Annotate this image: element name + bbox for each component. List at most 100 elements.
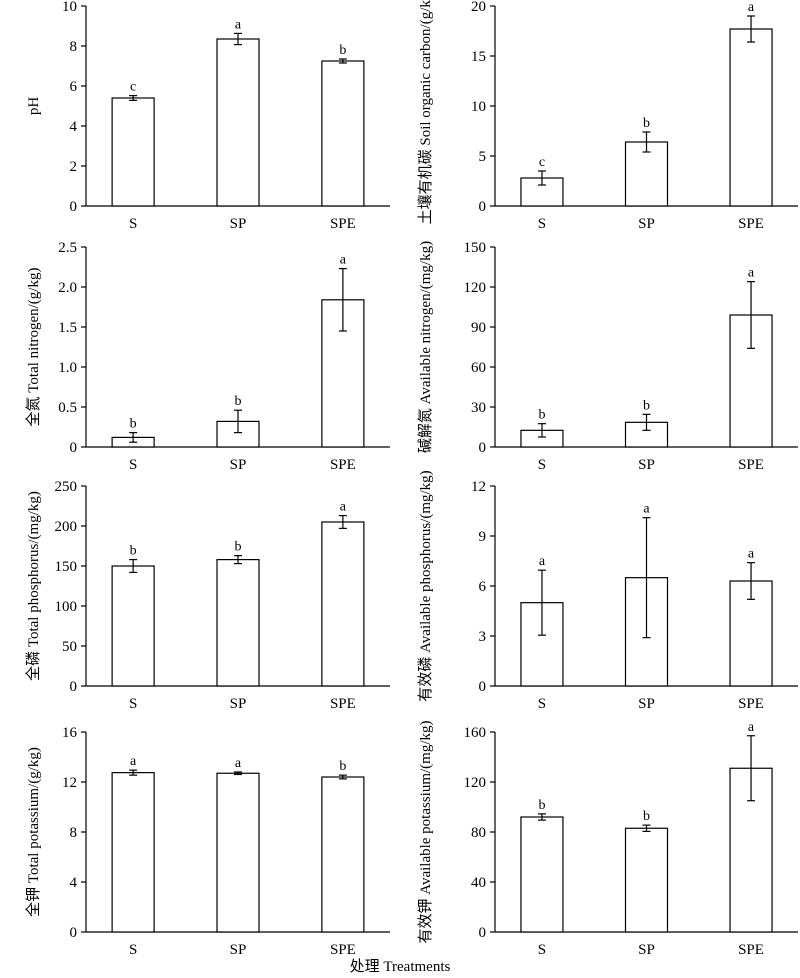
y-axis-title: pH bbox=[26, 97, 42, 116]
y-tick-label: 10 bbox=[62, 0, 77, 15]
category-label: SPE bbox=[738, 216, 764, 232]
category-label: S bbox=[538, 216, 546, 232]
category-label: S bbox=[129, 457, 137, 473]
chart-panel-3: 0 0.5 1.0 1.5 2.0 2.5 b Sb SP a SPE 全氮 Total nitrog… bbox=[24, 240, 390, 473]
y-tick-label: 15 bbox=[471, 49, 486, 65]
y-tick-label: 5 bbox=[479, 149, 487, 165]
bar-SPE bbox=[321, 521, 365, 687]
bar-S bbox=[111, 772, 155, 933]
y-tick-label: 8 bbox=[70, 39, 78, 55]
y-tick-label: 6 bbox=[70, 79, 78, 95]
chart-panel-4: 0 30 60 90 120 150 b Sb SP a SPE 碱解氮 Available nitr… bbox=[417, 240, 798, 473]
y-tick-label: 0 bbox=[70, 199, 78, 215]
bar-S bbox=[520, 816, 564, 933]
bar-SP bbox=[624, 141, 669, 207]
y-tick-label: 4 bbox=[70, 119, 78, 135]
category-label: SPE bbox=[738, 696, 764, 712]
bar-S bbox=[111, 97, 155, 207]
category-label: S bbox=[538, 942, 546, 958]
y-tick-label: 120 bbox=[464, 775, 487, 791]
y-tick-label: 100 bbox=[55, 599, 78, 615]
y-tick-label: 9 bbox=[479, 529, 487, 545]
y-axis-title: 有效钾 Available potassium/(mg/kg) bbox=[417, 720, 434, 943]
y-tick-label: 80 bbox=[471, 825, 486, 841]
significance-label: b bbox=[538, 798, 545, 813]
bar-SPE bbox=[729, 28, 773, 207]
category-label: SP bbox=[230, 696, 247, 712]
y-tick-label: 90 bbox=[471, 320, 486, 336]
category-label: SP bbox=[638, 457, 655, 473]
bar-SPE bbox=[321, 60, 365, 207]
y-tick-label: 8 bbox=[70, 825, 78, 841]
y-tick-label: 4 bbox=[70, 875, 78, 891]
y-tick-label: 20 bbox=[471, 0, 486, 15]
category-label: SP bbox=[638, 942, 655, 958]
significance-label: a bbox=[235, 17, 242, 32]
chart-panel-6: 0 3 6 9 12 a Sa SP a SPE 有效磷 Available phosphorus/… bbox=[417, 470, 798, 712]
category-label: SP bbox=[230, 457, 247, 473]
significance-label: c bbox=[130, 80, 136, 95]
significance-label: a bbox=[748, 547, 755, 562]
significance-label: b bbox=[538, 408, 545, 423]
y-tick-label: 200 bbox=[55, 519, 78, 535]
y-axis-title: 全钾 Total potassium/(g/kg) bbox=[24, 747, 42, 917]
y-tick-label: 250 bbox=[55, 479, 78, 495]
y-tick-label: 3 bbox=[479, 629, 487, 645]
y-tick-label: 12 bbox=[471, 479, 486, 495]
significance-label: a bbox=[235, 756, 242, 771]
y-tick-label: 16 bbox=[62, 725, 78, 741]
y-axis-title: 土壤有机碳 Soil organic carbon/(g/kg) bbox=[416, 0, 434, 224]
significance-label: b bbox=[339, 759, 346, 774]
category-label: SP bbox=[230, 942, 247, 958]
y-tick-label: 150 bbox=[464, 240, 487, 256]
chart-panel-2: 0 5 10 15 20 c Sb SP a SPE 土壤有机碳 Soil organic carb… bbox=[416, 0, 798, 232]
y-tick-label: 6 bbox=[479, 579, 487, 595]
significance-label: b bbox=[130, 544, 137, 559]
y-tick-label: 0 bbox=[479, 199, 487, 215]
bar-SP bbox=[216, 38, 260, 207]
y-tick-label: 12 bbox=[62, 775, 77, 791]
category-label: S bbox=[129, 696, 137, 712]
category-label: SPE bbox=[330, 216, 356, 232]
chart-panel-5: 0 50 100 150 200 250 b Sb SP a SPE 全磷 Total phospho… bbox=[24, 479, 390, 712]
x-axis-title: 处理 Treatments bbox=[349, 959, 451, 975]
significance-label: b bbox=[643, 809, 650, 824]
category-label: SP bbox=[638, 696, 655, 712]
y-tick-label: 160 bbox=[464, 725, 487, 741]
y-tick-label: 1.5 bbox=[58, 320, 77, 336]
category-label: SPE bbox=[330, 696, 356, 712]
significance-label: a bbox=[340, 253, 347, 268]
y-tick-label: 30 bbox=[471, 400, 486, 416]
significance-label: a bbox=[643, 502, 650, 517]
significance-label: b bbox=[643, 398, 650, 413]
y-tick-label: 150 bbox=[55, 559, 78, 575]
category-label: S bbox=[538, 696, 546, 712]
category-label: SPE bbox=[330, 942, 356, 958]
bar-S bbox=[111, 565, 155, 687]
y-tick-label: 2.5 bbox=[58, 240, 77, 256]
significance-label: a bbox=[340, 500, 347, 515]
category-label: SP bbox=[638, 216, 655, 232]
significance-label: c bbox=[539, 155, 545, 170]
category-label: SPE bbox=[330, 457, 356, 473]
y-tick-label: 0 bbox=[70, 679, 78, 695]
significance-label: b bbox=[339, 43, 346, 58]
bar-SP bbox=[216, 558, 260, 687]
y-tick-label: 0.5 bbox=[58, 400, 77, 416]
y-tick-label: 0 bbox=[70, 440, 78, 456]
significance-label: a bbox=[748, 266, 755, 281]
category-label: S bbox=[129, 216, 137, 232]
significance-label: a bbox=[748, 720, 755, 735]
bar-SP bbox=[216, 772, 260, 933]
y-tick-label: 2.0 bbox=[58, 280, 77, 296]
significance-label: a bbox=[748, 0, 755, 15]
y-tick-label: 120 bbox=[464, 280, 487, 296]
y-tick-label: 0 bbox=[479, 679, 487, 695]
y-tick-label: 2 bbox=[70, 159, 78, 175]
y-axis-title: 有效磷 Available phosphorus/(mg/kg) bbox=[417, 470, 434, 701]
significance-label: a bbox=[130, 754, 137, 769]
y-axis-title: 全氮 Total nitrogen/(g/kg) bbox=[24, 268, 42, 427]
y-axis-title: 全磷 Total phosphorus/(mg/kg) bbox=[24, 491, 42, 681]
y-tick-label: 1.0 bbox=[58, 360, 77, 376]
